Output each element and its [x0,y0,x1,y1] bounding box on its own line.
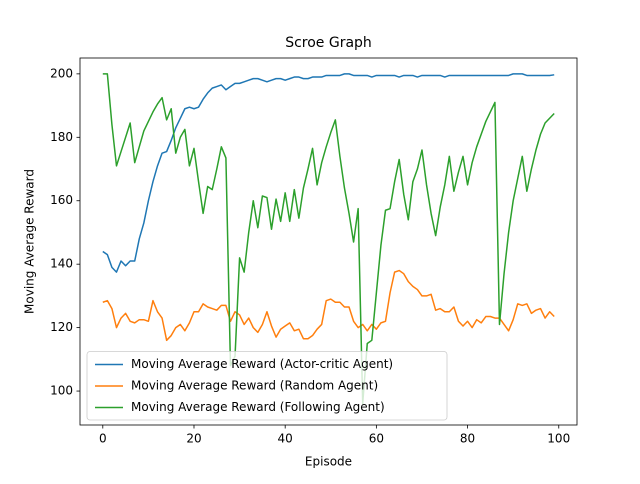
y-tick-label: 160 [50,193,73,207]
y-tick-label: 140 [50,257,73,271]
line-series [102,73,555,405]
x-tick-label: 40 [278,432,293,446]
x-tick-label: 80 [460,432,475,446]
y-tick-label: 180 [50,130,73,144]
y-axis-label: Moving Average Reward [23,169,37,314]
y-tick-label: 120 [50,320,73,334]
axes-frame [79,57,578,426]
legend-label: Moving Average Reward (Following Agent) [131,400,385,414]
x-tick-label: 60 [369,432,384,446]
x-tick-label: 0 [99,432,107,446]
x-tick-label: 20 [186,432,201,446]
y-tick-label: 200 [50,66,73,80]
plot-area [102,73,555,405]
line-series [102,269,555,342]
chart-title: Scroe Graph [285,35,372,51]
y-tick-label: 100 [50,384,73,398]
x-tick-label: 100 [547,432,570,446]
x-axis-label: Episode [305,455,352,469]
legend-box [86,351,448,421]
legend-label: Moving Average Reward (Random Agent) [131,379,378,393]
line-series [102,73,555,273]
legend-label: Moving Average Reward (Actor-critic Agen… [131,357,393,371]
